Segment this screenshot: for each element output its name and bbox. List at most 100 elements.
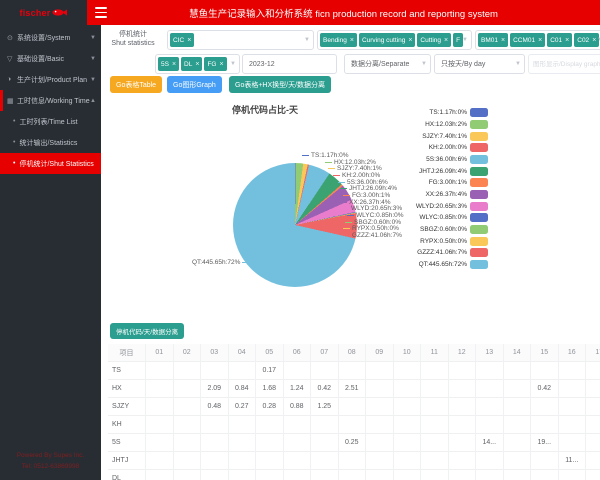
table-header-cell: 12 bbox=[448, 344, 476, 362]
filter-tag[interactable]: 5S × bbox=[158, 57, 180, 71]
filter-tag[interactable]: Cutting × bbox=[417, 33, 452, 47]
legend-marker bbox=[470, 236, 488, 246]
tag-remove-icon[interactable]: × bbox=[592, 36, 597, 44]
pie-graphic[interactable] bbox=[233, 163, 357, 287]
filter-tag[interactable]: C02 × bbox=[574, 33, 600, 47]
tag-remove-icon[interactable]: × bbox=[565, 36, 570, 44]
filter-tag[interactable]: Bending × bbox=[320, 33, 357, 47]
filter-tag[interactable]: CIC × bbox=[170, 33, 195, 47]
month-picker-input[interactable] bbox=[242, 54, 337, 74]
tag-remove-icon[interactable]: × bbox=[500, 36, 506, 44]
legend-item[interactable]: QT:445.65h:72% bbox=[404, 260, 488, 270]
table-cell bbox=[228, 362, 256, 380]
table-cell bbox=[366, 416, 394, 434]
sidebar-subitem[interactable]: • 工时列表/Time List bbox=[0, 111, 101, 132]
legend-item[interactable]: WLYD:20.65h:3% bbox=[404, 201, 488, 211]
table-cell bbox=[586, 434, 600, 452]
table-cell bbox=[146, 362, 174, 380]
table-cell bbox=[256, 470, 284, 480]
tag-remove-icon[interactable]: × bbox=[219, 60, 224, 68]
table-row-name: SJZY bbox=[108, 398, 146, 416]
filter-tag[interactable]: C01 × bbox=[547, 33, 573, 47]
pie-slice-label-text: FG:3.00h:1% bbox=[352, 192, 391, 199]
legend-item[interactable]: GZZZ:41.06h:7% bbox=[404, 248, 488, 258]
tag-remove-icon[interactable]: × bbox=[538, 36, 543, 44]
table-cell bbox=[503, 362, 531, 380]
legend-item[interactable]: XX:26.37h:4% bbox=[404, 189, 488, 199]
table-cell: 0.25 bbox=[338, 434, 366, 452]
table-cell bbox=[201, 434, 229, 452]
sidebar-menu: ⊙ 系统设置/System ▼ ▽ 基础设置/Basic ▼ ◑ 生产计划/Product P… bbox=[0, 25, 101, 174]
table-cell bbox=[393, 452, 421, 470]
table-section-button[interactable]: 停机代码/天/数据分离 bbox=[110, 323, 185, 339]
sidebar-item[interactable]: ▦ 工时信息/Working Time ▲ bbox=[0, 90, 101, 111]
table-cell bbox=[448, 362, 476, 380]
pie-slice-label-text: HX:12.03h:2% bbox=[334, 159, 376, 166]
table-cell bbox=[338, 452, 366, 470]
label-leader-line bbox=[343, 235, 350, 236]
filter-tag[interactable]: FG × bbox=[204, 57, 227, 71]
filter-tag[interactable]: Curving cutting × bbox=[358, 33, 416, 47]
legend-item[interactable]: JHTJ:26.09h:4% bbox=[404, 166, 488, 176]
byday-mode-select[interactable]: 只按天/By day ▼ bbox=[434, 54, 525, 74]
go-table-hx-button[interactable]: Go表格+HX换型/天/数据分离 bbox=[229, 76, 332, 93]
legend-item[interactable]: SJZY:7.40h:1% bbox=[404, 131, 488, 141]
pie-slice-label: FG:3.00h:1% bbox=[343, 192, 390, 199]
tag-remove-icon[interactable]: × bbox=[195, 60, 200, 68]
bullet-icon: • bbox=[13, 118, 16, 125]
legend-marker bbox=[470, 166, 488, 176]
pie-slice-label-text: WLYD:20.65h:3% bbox=[351, 205, 403, 212]
shut-code-pie-chart: 停机代码占比-天 TS:1.17h:0% HX:12.03h:2% SJZY:7.4… bbox=[108, 100, 600, 322]
table-header-cell: 04 bbox=[228, 344, 256, 362]
legend-item[interactable]: 5S:36.00h:6% bbox=[404, 154, 488, 164]
chevron-down-icon: ▼ bbox=[230, 61, 236, 67]
filter-tag[interactable]: BM01 × bbox=[478, 33, 509, 47]
legend-item[interactable]: KH:2.00h:0% bbox=[404, 143, 488, 153]
machine-group-select[interactable]: CIC × ▼ bbox=[167, 30, 314, 50]
legend-marker bbox=[470, 131, 488, 141]
sidebar-footer: Powered By Supes Inc. Tel: 0512-63869998 bbox=[0, 451, 101, 472]
table-cell bbox=[531, 416, 559, 434]
display-graph-input[interactable] bbox=[528, 54, 600, 74]
go-table-button[interactable]: Go表格Table bbox=[110, 76, 163, 93]
legend-item[interactable]: HX:12.03h:2% bbox=[404, 119, 488, 129]
legend-marker bbox=[470, 178, 488, 188]
sidebar-subitem[interactable]: • 停机统计/Shut Statistics bbox=[0, 153, 101, 174]
tag-remove-icon[interactable]: × bbox=[187, 36, 192, 44]
table-cell bbox=[531, 470, 559, 480]
hamburger-menu-icon[interactable] bbox=[95, 7, 107, 18]
legend-item-label: KH:2.00h:0% bbox=[428, 144, 467, 152]
process-select[interactable]: Bending × Curving cutting × Cutting × F ▼ bbox=[317, 30, 472, 50]
table-cell bbox=[393, 362, 421, 380]
sidebar-item[interactable]: ◑ 生产计划/Product Plan ▼ bbox=[0, 69, 101, 90]
go-graph-button[interactable]: Go图形Graph bbox=[167, 76, 222, 93]
table-header-cell: 09 bbox=[366, 344, 394, 362]
legend-item[interactable]: TS:1.17h:0% bbox=[404, 108, 488, 118]
machine-code-select[interactable]: BM01×CCM01×C01×C02×▼ bbox=[475, 30, 600, 50]
tag-remove-icon[interactable]: × bbox=[171, 60, 177, 68]
table-cell bbox=[421, 380, 449, 398]
shut-code-select[interactable]: 5S × DL × FG × ▼ bbox=[155, 54, 240, 74]
legend-item[interactable]: RYPX:0.50h:0% bbox=[404, 236, 488, 246]
pie-slice-label-text: WLYC:0.85h:0% bbox=[356, 212, 404, 219]
filter-tag[interactable]: DL × bbox=[181, 57, 203, 71]
sidebar-item[interactable]: ▽ 基础设置/Basic ▼ bbox=[0, 48, 101, 69]
tag-remove-icon[interactable]: × bbox=[408, 36, 413, 44]
filter-tag[interactable]: CCM01 × bbox=[510, 33, 546, 47]
legend-item[interactable]: WLYC:0.85h:0% bbox=[404, 213, 488, 223]
sidebar-item[interactable]: ⊙ 系统设置/System ▼ bbox=[0, 27, 101, 48]
table-cell bbox=[338, 398, 366, 416]
separate-mode-select[interactable]: 数据分离/Separate ▼ bbox=[344, 54, 431, 74]
table-cell bbox=[421, 434, 449, 452]
filter-tag-truncated[interactable]: F bbox=[453, 33, 464, 47]
table-cell: 0.42 bbox=[531, 380, 559, 398]
sidebar-subitem[interactable]: • 统计输出/Statistics bbox=[0, 132, 101, 153]
legend-item[interactable]: SBGZ:0.60h:0% bbox=[404, 225, 488, 235]
table-cell bbox=[476, 416, 504, 434]
tag-remove-icon[interactable]: × bbox=[444, 36, 449, 44]
tag-remove-icon[interactable]: × bbox=[349, 36, 354, 44]
sidebar-item-label: 系统设置/System bbox=[17, 34, 71, 42]
legend-item[interactable]: FG:3.00h:1% bbox=[404, 178, 488, 188]
pie-slice-label: SBGZ:0.60h:0% bbox=[345, 219, 401, 226]
table-cell bbox=[201, 470, 229, 480]
